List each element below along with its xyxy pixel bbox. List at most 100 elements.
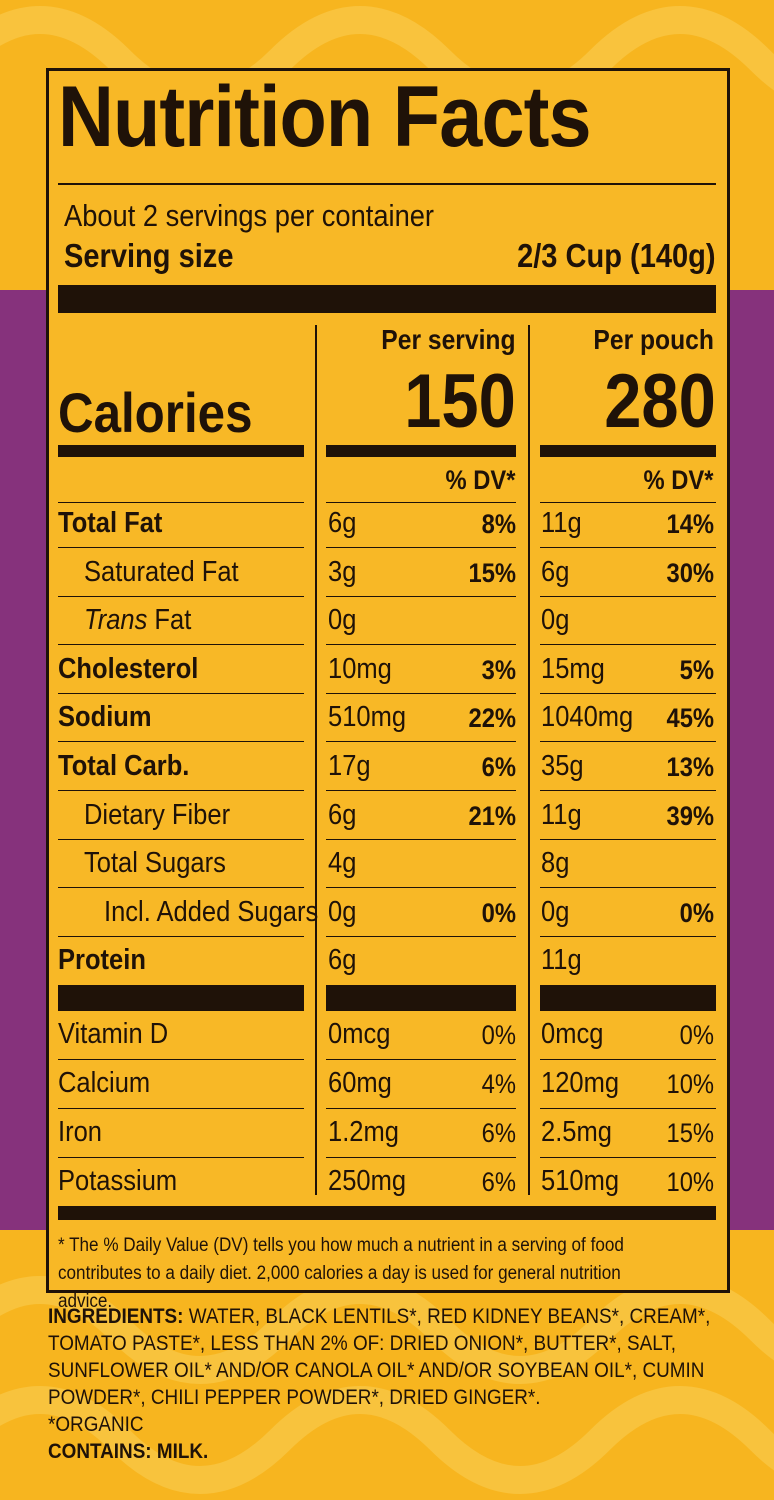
- dv-header-pouch: % DV*: [644, 465, 714, 495]
- row-rule: [58, 595, 304, 597]
- pouch-dv: 10%: [666, 1069, 714, 1099]
- pouch-dv: 0%: [679, 897, 714, 928]
- pouch-dv: 39%: [666, 800, 714, 831]
- serving-amount: 250mg: [328, 1165, 407, 1197]
- serving-dv: 6%: [481, 752, 516, 782]
- vitamin-label: Calcium: [58, 1067, 151, 1099]
- serving-amount: 17g: [328, 750, 371, 782]
- serving-amount: 60mg: [328, 1067, 392, 1099]
- calories-per-serving: 150: [404, 359, 516, 444]
- serving-amount: 3g: [328, 555, 357, 588]
- serving-amount: 0mcg: [328, 1018, 391, 1050]
- serving-dv: 6%: [481, 1118, 516, 1148]
- row-rule: [326, 644, 516, 646]
- serving-amount: 4g: [328, 847, 357, 880]
- serving-size-value: 2/3 Cup (140g): [517, 237, 716, 274]
- row-rule: [326, 790, 516, 791]
- row-rule: [58, 547, 304, 548]
- thick-rule-vitamins-right: [540, 985, 716, 1011]
- row-rule: [58, 790, 304, 791]
- pouch-dv: 14%: [666, 509, 714, 539]
- serving-amount: 6g: [328, 507, 357, 539]
- serving-dv: 21%: [468, 800, 516, 831]
- row-rule: [540, 692, 716, 694]
- pouch-amount: 8g: [541, 847, 570, 880]
- pouch-amount: 1040mg: [541, 701, 634, 734]
- serving-dv: 0%: [481, 897, 516, 928]
- vitamin-label: Iron: [58, 1116, 102, 1148]
- vitamin-label: Vitamin D: [58, 1018, 169, 1050]
- pouch-amount: 510mg: [541, 1165, 620, 1197]
- pouch-amount: 120mg: [541, 1067, 620, 1099]
- row-rule: [540, 547, 716, 548]
- pouch-amount: 11g: [541, 798, 582, 831]
- pouch-amount: 11g: [541, 507, 582, 539]
- thick-rule-vitamins-mid: [326, 985, 516, 1011]
- row-rule: [326, 692, 516, 694]
- pouch-amount: 0mcg: [541, 1018, 604, 1050]
- row-rule: [540, 595, 716, 597]
- row-rule: [540, 1157, 716, 1158]
- row-rule: [540, 935, 716, 937]
- title: Nutrition Facts: [58, 69, 592, 165]
- serving-dv: 22%: [468, 703, 516, 734]
- pouch-dv: 30%: [666, 557, 714, 588]
- row-rule: [540, 1059, 716, 1060]
- pouch-dv: 5%: [679, 654, 714, 685]
- pouch-amount: 35g: [541, 750, 584, 782]
- serving-dv: 4%: [481, 1069, 516, 1099]
- serving-dv: 3%: [481, 654, 516, 685]
- nutrient-label: Sodium: [58, 701, 152, 734]
- ingredients: INGREDIENTS: WATER, BLACK LENTILS*, RED …: [48, 1303, 732, 1465]
- per-serving-header: Per serving: [381, 324, 516, 355]
- pouch-amount: 15mg: [541, 652, 605, 685]
- nutrient-label: Total Sugars: [84, 847, 226, 880]
- row-rule: [58, 1059, 304, 1060]
- pouch-dv: 13%: [666, 752, 714, 782]
- row-rule: [326, 935, 516, 937]
- organic-note: *ORGANIC: [48, 1413, 144, 1436]
- serving-dv: 0%: [481, 1020, 516, 1050]
- serving-amount: 6g: [328, 944, 357, 977]
- serving-amount: 10mg: [328, 652, 392, 685]
- pouch-dv: 45%: [666, 703, 714, 734]
- row-rule: [326, 838, 516, 840]
- row-rule: [58, 1108, 304, 1109]
- calories-rule-mid: [326, 445, 516, 457]
- serving-size-label: Serving size: [64, 237, 234, 274]
- serving-amount: 1.2mg: [328, 1116, 399, 1148]
- row-rule: [58, 838, 304, 840]
- vitamin-label: Potassium: [58, 1165, 178, 1197]
- serving-dv: 8%: [481, 509, 516, 539]
- nutrient-label-italic: Trans: [84, 604, 148, 637]
- serving-dv: 15%: [468, 557, 516, 588]
- calories-label: Calories: [58, 381, 253, 444]
- row-rule: [58, 887, 304, 889]
- row-rule: [58, 502, 304, 503]
- footnote: * The % Daily Value (DV) tells you how m…: [58, 1235, 624, 1312]
- row-rule: [540, 644, 716, 646]
- row-rule: [326, 502, 516, 503]
- pouch-amount: 0g: [541, 604, 570, 637]
- calories-rule-left: [58, 445, 304, 457]
- row-rule: [540, 502, 716, 503]
- pouch-dv: 0%: [679, 1020, 714, 1050]
- serving-dv: 6%: [481, 1167, 516, 1197]
- column-divider-1: [315, 325, 317, 1195]
- row-rule: [58, 935, 304, 937]
- nutrient-label: Protein: [58, 944, 146, 977]
- title-rule: [58, 183, 716, 185]
- pouch-amount: 2.5mg: [541, 1116, 612, 1148]
- nutrient-label: Incl. Added Sugars: [104, 895, 319, 928]
- per-pouch-header: Per pouch: [593, 324, 714, 355]
- row-rule: [326, 887, 516, 889]
- serving-amount: 6g: [328, 798, 357, 831]
- row-rule: [326, 741, 516, 743]
- pouch-dv: 10%: [666, 1167, 714, 1197]
- nutrient-label: Total Fat: [58, 507, 163, 539]
- nutrient-label: Total Carb.: [58, 750, 190, 782]
- nutrient-label-rest: Fat: [147, 604, 192, 637]
- nutrient-label: Cholesterol: [58, 652, 199, 685]
- servings-per-container: About 2 servings per container: [64, 198, 435, 233]
- dv-header-serving: % DV*: [446, 465, 516, 495]
